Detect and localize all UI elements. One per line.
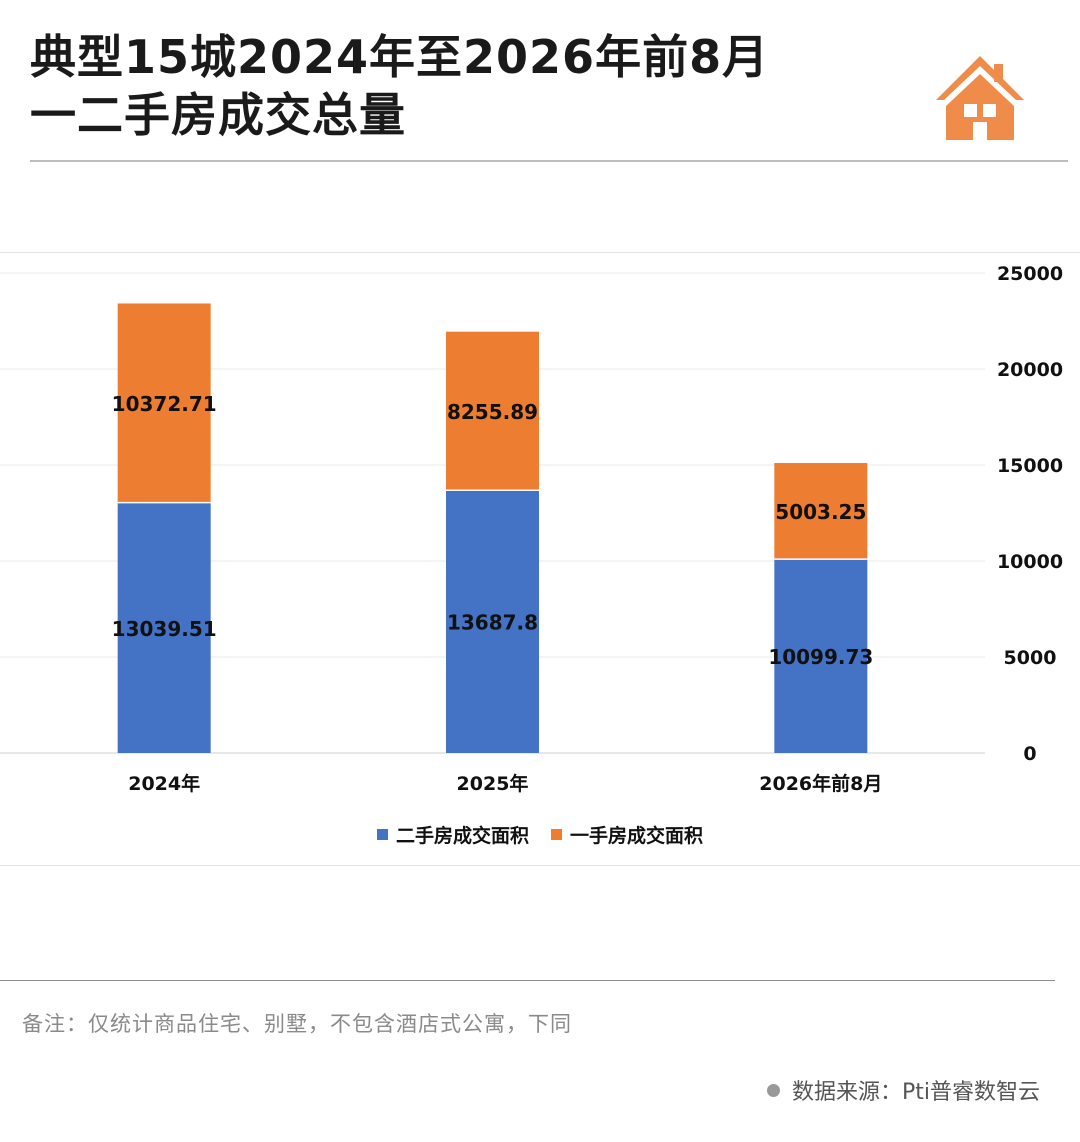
x-tick-label-1: 2025年 (457, 772, 529, 795)
data-label-1-2: 5003.25 (775, 500, 866, 524)
footnote: 备注：仅统计商品住宅、别墅，不包含酒店式公寓，下同 (22, 1012, 572, 1036)
x-tick-label-2: 2026年前8月 (759, 772, 882, 795)
y-tick-label-10000: 10000 (997, 551, 1063, 573)
data-label-0-0: 13039.51 (112, 617, 217, 641)
x-tick-label-0: 2024年 (128, 772, 200, 795)
data-label-1-1: 8255.89 (447, 400, 538, 424)
data-label-1-0: 10372.71 (112, 392, 217, 416)
y-tick-label-0: 0 (1023, 743, 1036, 765)
legend-item-resale: 二手房成交面积 (376, 821, 529, 848)
bullet-icon (766, 1083, 780, 1097)
bar-0-1 (446, 490, 539, 753)
data-source-text: 数据来源：Pti普睿数智云 (791, 1080, 1040, 1105)
chart-title-line-2: 一二手房成交总量 (30, 88, 406, 142)
chart-title-line-1: 典型15城2024年至2026年前8月 (30, 30, 770, 84)
legend: 二手房成交面积 一手房成交面积 (0, 821, 1080, 848)
y-tick-label-15000: 15000 (997, 455, 1063, 477)
bar-1-2 (774, 463, 868, 560)
chart-panel: 0 5000 10000 15000 20000 25000 13039.51 10372.7… (0, 252, 1080, 866)
y-tick-label-5000: 5000 (1004, 647, 1057, 669)
data-source: 数据来源：Pti普睿数智云 (766, 1074, 1040, 1106)
legend-label-new: 一手房成交面积 (570, 825, 704, 847)
bar-1-1 (446, 331, 539, 491)
legend-swatch-new (551, 829, 562, 840)
y-tick-label-20000: 20000 (997, 359, 1063, 381)
data-label-0-1: 13687.8 (447, 611, 538, 635)
legend-item-new: 一手房成交面积 (551, 821, 703, 848)
house-icon (936, 56, 1024, 140)
bar-0-2 (774, 559, 868, 753)
legend-swatch-resale (376, 829, 388, 840)
header-divider (30, 160, 1068, 162)
chart-title: 典型15城2024年至2026年前8月 一二手房成交总量 (30, 28, 769, 144)
legend-label-resale: 二手房成交面积 (395, 825, 529, 847)
bar-1-0 (117, 303, 211, 503)
bar-0-0 (117, 502, 211, 753)
data-label-0-2: 10099.73 (768, 645, 873, 669)
y-tick-label-25000: 25000 (997, 263, 1063, 285)
footer-divider (0, 980, 1055, 981)
stacked-bar-chart: 0 5000 10000 15000 20000 25000 13039.51 10372.7… (0, 263, 1063, 795)
